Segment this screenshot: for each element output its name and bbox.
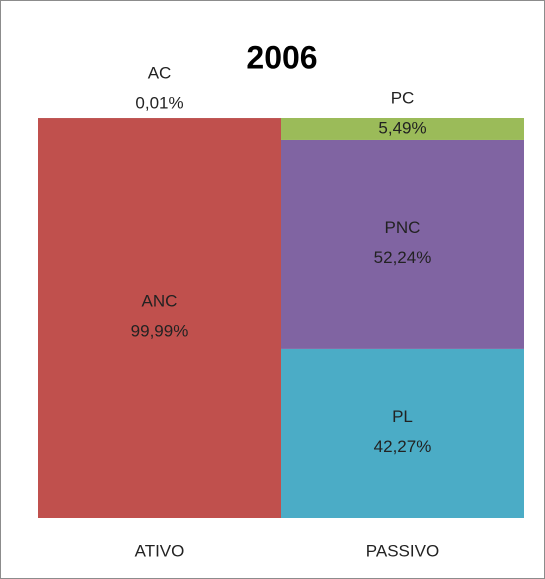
chart-title: 2006 [246, 39, 317, 75]
x-tick-label: ATIVO [135, 541, 185, 560]
segment-name: AC [148, 63, 172, 82]
x-tick-label: PASSIVO [366, 541, 439, 560]
segment-name: PL [392, 407, 413, 426]
value-label: 5,49% [378, 118, 426, 137]
value-label: 42,27% [374, 437, 432, 456]
segment-name: PC [391, 88, 415, 107]
bar-segment [281, 118, 524, 140]
segment-name: PNC [385, 218, 421, 237]
bar-segment [281, 348, 524, 518]
bar-segment [38, 118, 281, 518]
value-label: 52,24% [374, 248, 432, 267]
value-label: 0,01% [135, 93, 183, 112]
segment-name: ANC [142, 292, 178, 311]
bar-segment [281, 139, 524, 349]
value-label: 99,99% [131, 322, 189, 341]
